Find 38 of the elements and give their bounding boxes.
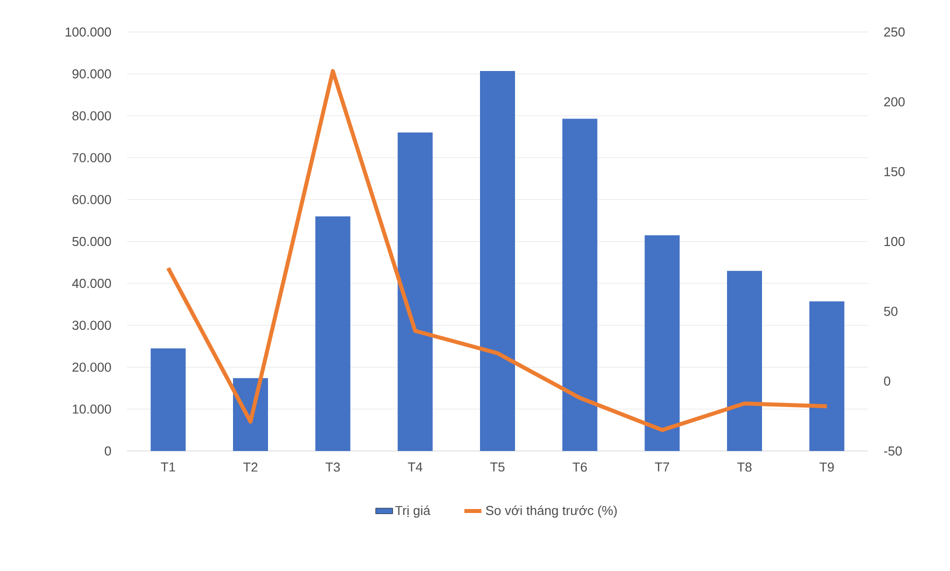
x-tick-label: T7 — [654, 462, 670, 472]
y2-tick-label: 100 — [884, 236, 905, 246]
y-tick-label: 60.000 — [72, 194, 111, 204]
x-tick-label: T2 — [243, 462, 258, 472]
y-tick-label: 0 — [104, 446, 111, 456]
y-tick-label: 80.000 — [72, 111, 111, 120]
y-tick-label: 70.000 — [72, 153, 111, 162]
y2-tick-label: 200 — [884, 97, 905, 106]
bar — [315, 216, 350, 451]
x-tick-label: T5 — [490, 462, 505, 472]
y-tick-label: 50.000 — [72, 236, 111, 246]
y2-tick-label: -50 — [884, 446, 902, 456]
y2-tick-label: 50 — [884, 306, 898, 316]
bar — [398, 132, 433, 451]
legend-label: Trị giá — [395, 505, 430, 518]
legend-label: So với tháng trước (%) — [486, 505, 617, 518]
x-tick-label: T4 — [408, 462, 422, 472]
line-series — [166, 69, 829, 432]
bar — [809, 301, 844, 451]
x-tick-label: T8 — [737, 462, 752, 472]
x-tick-label: T6 — [572, 462, 587, 472]
bar — [727, 270, 762, 451]
x-tick-label: T1 — [160, 462, 176, 472]
y2-tick-label: 0 — [884, 376, 890, 386]
x-tick-label: T3 — [326, 462, 340, 472]
y2-tick-label: 150 — [884, 167, 905, 176]
y2-tick-label: 250 — [884, 27, 905, 37]
bar — [150, 348, 186, 451]
y-tick-label: 20.000 — [72, 362, 111, 372]
x-tick-label: T9 — [820, 462, 834, 472]
y-tick-label: 100.000 — [66, 27, 111, 37]
bar — [480, 70, 516, 451]
bar — [644, 235, 680, 451]
y-tick-label: 90.000 — [72, 69, 111, 78]
y-tick-label: 30.000 — [72, 320, 111, 330]
y-tick-label: 10.000 — [72, 404, 111, 414]
y-tick-label: 40.000 — [72, 278, 111, 288]
bar — [562, 118, 598, 451]
